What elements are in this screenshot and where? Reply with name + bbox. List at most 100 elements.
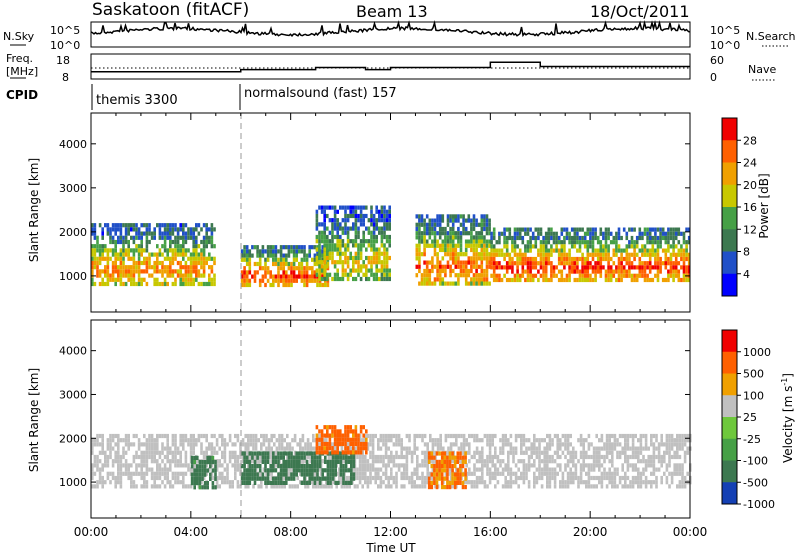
velocity-cell <box>319 471 323 476</box>
velocity-cell <box>334 455 337 460</box>
velocity-cell <box>353 467 357 472</box>
power-cell <box>467 214 471 219</box>
velocity-cell <box>650 433 653 439</box>
power-cell <box>609 231 613 236</box>
power-cell <box>339 276 342 282</box>
velocity-cell <box>430 464 434 469</box>
power-cell <box>352 226 355 231</box>
power-cell <box>537 235 540 241</box>
power-cell <box>328 272 332 277</box>
power-cell <box>205 231 208 236</box>
velocity-cell <box>408 433 411 439</box>
power-cell <box>388 213 391 219</box>
velocity-cell <box>644 480 648 485</box>
power-cell <box>449 214 452 219</box>
power-cell <box>127 252 130 257</box>
velocity-cell <box>163 433 167 439</box>
power-cell <box>365 272 368 277</box>
velocity-cell <box>293 484 297 489</box>
velocity-cell <box>387 438 390 443</box>
velocity-cell <box>456 455 460 460</box>
velocity-cell <box>135 454 138 460</box>
power-cell <box>483 218 486 223</box>
velocity-cell <box>98 459 102 464</box>
velocity-cell <box>390 459 393 464</box>
power-cell <box>537 252 540 257</box>
power-cell <box>98 248 102 253</box>
power-cell <box>298 274 301 279</box>
velocity-cell <box>676 446 679 451</box>
velocity-cell <box>395 438 398 443</box>
velocity-cell <box>339 451 343 456</box>
power-cell <box>565 261 569 266</box>
velocity-cell <box>618 480 622 485</box>
power-cell <box>557 269 561 274</box>
velocity-cell <box>260 480 263 485</box>
velocity-cell <box>631 446 635 451</box>
velocity-cell <box>311 476 314 481</box>
power-cell <box>277 270 280 275</box>
power-cell <box>449 235 452 240</box>
power-cell <box>615 248 618 253</box>
velocity-cell <box>618 433 622 439</box>
power-cell <box>620 261 623 266</box>
velocity-cell <box>150 454 154 460</box>
power-cell <box>518 227 522 232</box>
velocity-cell <box>397 463 401 468</box>
velocity-cell <box>312 433 315 439</box>
velocity-cell <box>119 480 123 485</box>
velocity-colorbar-swatch <box>722 482 737 505</box>
velocity-cell <box>559 446 562 451</box>
power-cell <box>680 265 683 270</box>
power-cell <box>287 278 291 283</box>
velocity-cell <box>449 471 453 476</box>
power-cell <box>485 231 489 236</box>
velocity-cell <box>127 467 130 472</box>
velocity-cell <box>639 471 643 476</box>
power-cell <box>596 235 600 241</box>
power-cell <box>433 252 437 257</box>
power-cell <box>457 252 460 257</box>
velocity-cell <box>182 438 185 443</box>
power-cell <box>490 248 493 253</box>
power-cell <box>313 261 317 267</box>
velocity-cell <box>206 481 209 486</box>
power-cell <box>625 244 629 249</box>
power-cell <box>352 243 355 248</box>
power-cell <box>272 282 275 288</box>
power-cell <box>589 231 592 236</box>
power-cell <box>490 256 493 262</box>
power-cell <box>615 269 618 274</box>
power-cell <box>457 235 460 240</box>
power-cell <box>179 269 182 274</box>
power-cell <box>612 240 616 245</box>
velocity-cell <box>280 446 284 451</box>
power-cell <box>589 227 592 232</box>
velocity-cell <box>535 480 539 485</box>
velocity-cell <box>608 438 611 443</box>
velocity-cell <box>392 480 396 485</box>
velocity-cell <box>145 480 149 485</box>
power-cell <box>130 273 133 278</box>
power-cell <box>298 245 301 250</box>
power-cell <box>454 231 458 236</box>
power-cell <box>161 252 164 257</box>
power-cell <box>169 239 172 245</box>
power-cell <box>516 269 519 274</box>
velocity-cell <box>166 438 169 443</box>
velocity-cell <box>257 459 260 464</box>
power-colorbar-tick-label: 28 <box>743 134 757 147</box>
power-cell <box>372 239 376 244</box>
power-cell <box>674 265 678 270</box>
power-cell <box>378 230 381 235</box>
power-cell <box>630 252 634 257</box>
velocity-cell <box>647 459 650 464</box>
power-cell <box>210 235 214 240</box>
velocity-cell <box>266 459 270 464</box>
power-cell <box>544 231 548 236</box>
velocity-cell <box>634 433 637 439</box>
velocity-cell <box>93 471 97 476</box>
power-cell <box>539 227 543 232</box>
velocity-cell <box>369 463 372 468</box>
power-cell <box>130 235 133 240</box>
